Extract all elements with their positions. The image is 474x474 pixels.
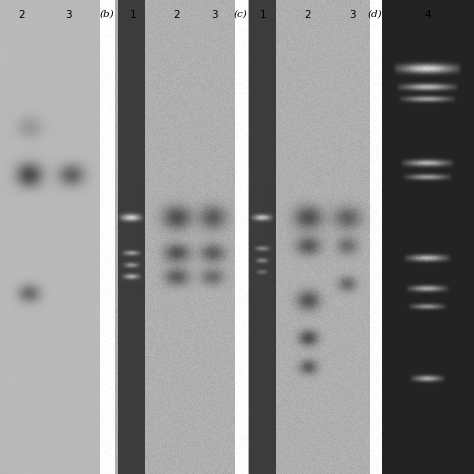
Text: (b): (b): [100, 10, 114, 19]
Text: 3: 3: [210, 10, 217, 20]
Text: (c): (c): [233, 10, 247, 19]
Text: (d): (d): [368, 10, 383, 19]
Text: 2: 2: [18, 10, 25, 20]
Text: 2: 2: [305, 10, 311, 20]
Text: 2: 2: [173, 10, 180, 20]
Text: 3: 3: [64, 10, 71, 20]
Text: 1: 1: [130, 10, 137, 20]
Text: 1: 1: [260, 10, 266, 20]
Text: 3: 3: [349, 10, 356, 20]
Text: 4: 4: [425, 10, 431, 20]
